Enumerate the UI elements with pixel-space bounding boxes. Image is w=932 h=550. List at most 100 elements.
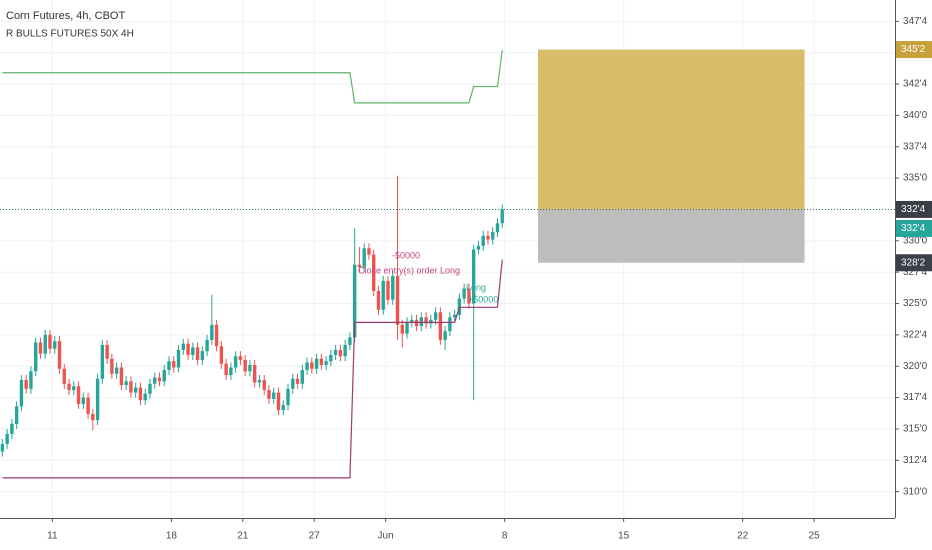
price-label: 332'4 — [901, 204, 926, 215]
candle-body — [148, 383, 152, 394]
price-label-box — [896, 219, 932, 237]
y-tick-label: 327'4 — [903, 267, 928, 278]
candle-body — [457, 298, 462, 315]
candle-body — [367, 248, 371, 255]
candle-body — [272, 392, 276, 399]
candle-body — [476, 245, 481, 250]
y-tick-label: 317'4 — [903, 392, 928, 403]
candle-body — [243, 359, 247, 372]
candle-body — [95, 378, 100, 421]
candle-body — [391, 275, 395, 300]
candle-body — [191, 347, 195, 355]
candle-body — [495, 223, 500, 233]
candle-body — [438, 312, 443, 340]
candle-body — [433, 312, 438, 320]
x-tick-label: 11 — [47, 531, 58, 542]
plot: -50000 Close entry(s) order Long Long +5000… — [0, 49, 895, 479]
price-label-box — [896, 41, 932, 59]
candle-body — [310, 362, 314, 369]
candle-body — [429, 319, 433, 324]
price-label: 332'4 — [901, 223, 926, 234]
candle-body — [329, 354, 333, 362]
candle-body — [386, 280, 390, 300]
x-tick-label: 15 — [618, 531, 630, 542]
candle-body — [167, 361, 171, 370]
y-tick-label: 325'0 — [903, 298, 928, 309]
price-label-box — [896, 254, 932, 272]
candle-body — [443, 331, 447, 340]
candle-body — [395, 275, 400, 325]
candle-body — [381, 280, 385, 310]
price-label: 345'2 — [901, 44, 926, 55]
candle-body — [91, 413, 95, 421]
candle-body — [43, 334, 47, 354]
x-tick-label: 22 — [737, 531, 749, 542]
candle-body — [333, 349, 338, 355]
candle-body — [229, 367, 233, 376]
candle-body — [414, 319, 419, 327]
x-tick-label: Jun — [378, 531, 394, 542]
candle-body — [462, 288, 466, 299]
candle-body — [467, 288, 471, 304]
y-tick-label: 320'0 — [903, 361, 928, 372]
candle-body — [452, 314, 457, 318]
candle-body — [19, 380, 24, 407]
indicator-line — [2, 259, 503, 479]
candle-body — [34, 342, 38, 372]
candle-body — [0, 444, 5, 452]
loss-zone — [537, 209, 805, 263]
candle-body — [252, 364, 257, 383]
candle-body — [276, 392, 281, 411]
candle-body — [72, 386, 76, 391]
chart-subtitle: R BULLS FUTURES 50X 4H — [6, 29, 134, 40]
trade-annotation: +50000 — [468, 294, 498, 304]
trade-annotation: Long — [466, 282, 486, 292]
candle-body — [86, 397, 90, 414]
candle-body — [262, 380, 266, 391]
candle-body — [257, 380, 262, 383]
candle-body — [110, 358, 114, 374]
axes: 310'0 312'4 315'0 317'4 320'0 322'4 325'0 327'4… — [47, 16, 932, 542]
candle-body — [29, 371, 33, 389]
candle-body — [81, 397, 86, 404]
candle-body — [305, 362, 309, 370]
candle-body — [405, 322, 409, 334]
candle-body — [57, 341, 62, 369]
y-tick-label: 342'4 — [903, 79, 928, 90]
candle-body — [119, 367, 124, 386]
x-tick-label: 8 — [502, 531, 508, 542]
candle-body — [357, 264, 362, 268]
candle-body — [48, 334, 52, 349]
x-tick-label: 27 — [309, 531, 321, 542]
candle-body — [153, 377, 157, 384]
candle-body — [491, 232, 495, 240]
indicator-line — [2, 50, 503, 104]
candle-body — [300, 370, 305, 384]
candle-body — [248, 364, 252, 372]
candle-body — [157, 377, 162, 382]
candle-body — [281, 405, 285, 411]
candle-body — [5, 433, 9, 444]
candle-body — [238, 356, 243, 360]
candle-body — [419, 317, 424, 327]
candle-body — [448, 317, 452, 332]
candle-body — [176, 349, 181, 368]
candle-body — [133, 387, 138, 393]
candle-body — [352, 264, 357, 338]
candle-body — [224, 363, 228, 376]
candle-body — [376, 290, 381, 310]
x-tick-label: 21 — [237, 531, 249, 542]
y-tick-label: 340'0 — [903, 110, 928, 121]
candle-body — [295, 378, 300, 384]
candle-body — [362, 248, 366, 268]
y-tick-label: 322'4 — [903, 330, 928, 341]
chart-title: Corn Futures, 4h, CBOT — [6, 10, 125, 22]
candle-body — [24, 380, 28, 389]
candle-body — [114, 367, 119, 374]
candle-body — [129, 381, 133, 393]
candle-body — [424, 317, 428, 324]
candle-body — [267, 390, 271, 399]
y-tick-label: 335'0 — [903, 173, 928, 184]
candle-body — [186, 343, 190, 355]
